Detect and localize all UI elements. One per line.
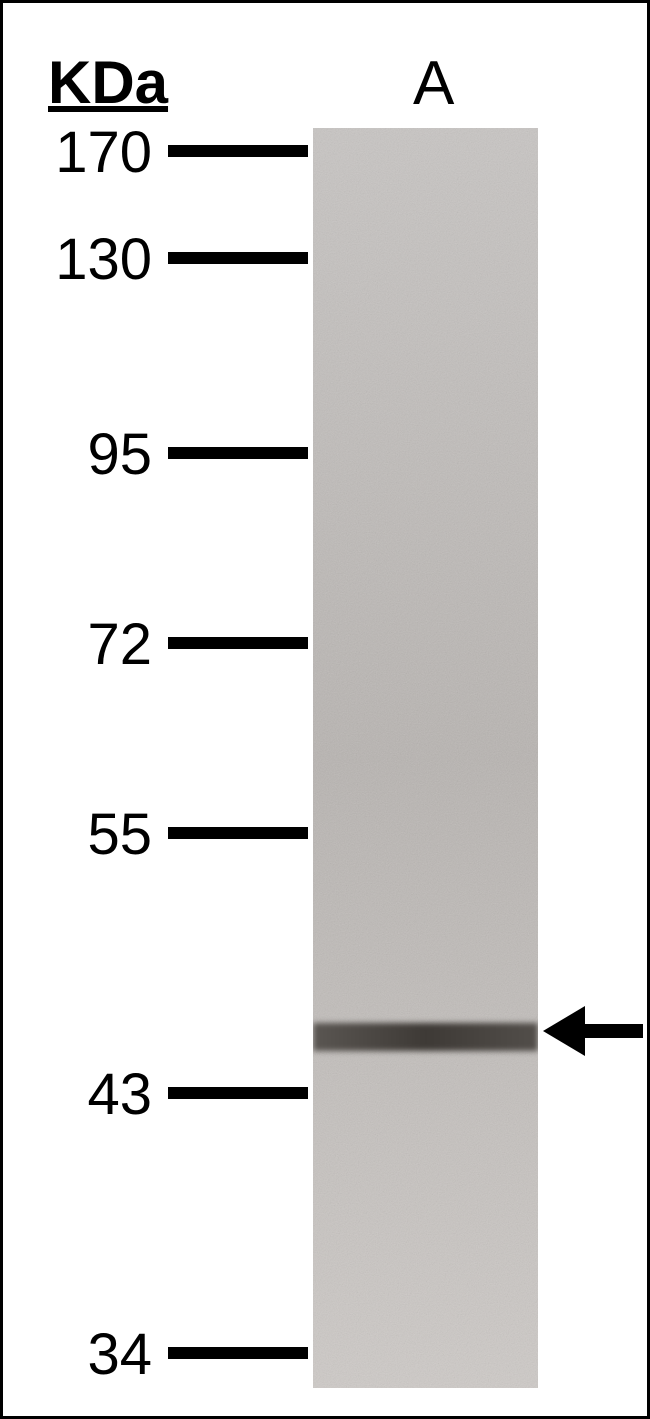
marker-label-55: 55 [87,801,152,868]
marker-tick-34 [168,1347,308,1359]
marker-label-170: 170 [55,119,152,186]
marker-label-72: 72 [87,611,152,678]
marker-label-130: 130 [55,226,152,293]
band-indicator-arrow [543,1006,643,1056]
unit-label-text: KDa [48,49,168,116]
lane-label-text: A [413,49,454,118]
marker-tick-55 [168,827,308,839]
marker-tick-170 [168,145,308,157]
marker-tick-95 [168,447,308,459]
lane-noise-texture [313,128,538,1388]
arrow-head [543,1006,585,1056]
lane-label-a: A [413,48,454,119]
protein-band-0 [313,1023,538,1051]
marker-tick-130 [168,252,308,264]
lane-background [313,128,538,1388]
marker-tick-43 [168,1087,308,1099]
marker-label-34: 34 [87,1321,152,1388]
lane-a-blot [313,128,538,1388]
marker-tick-72 [168,637,308,649]
marker-label-95: 95 [87,421,152,488]
western-blot-figure: KDa A 170 130 95 72 55 43 34 [3,3,647,1416]
marker-label-43: 43 [87,1061,152,1128]
unit-label: KDa [48,48,168,117]
arrow-shaft [585,1024,643,1038]
